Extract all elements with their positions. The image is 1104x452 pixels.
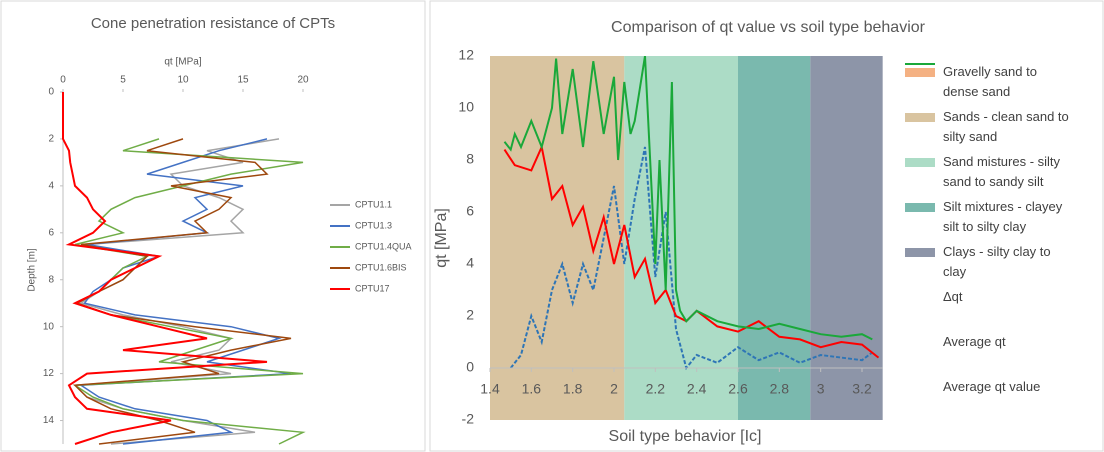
y-tick-label: 6 (48, 227, 54, 238)
legend-item: Sand mistures - silty sand to sandy silt (905, 152, 1075, 197)
x-tick-label: 2.8 (770, 381, 790, 397)
y-tick-label: 6 (466, 203, 474, 219)
series-line (73, 138, 292, 445)
legend-swatch (905, 63, 935, 307)
legend-swatch (905, 62, 935, 82)
legend-item: Δqt (905, 63, 1075, 332)
y-tick-label: 0 (48, 87, 54, 98)
y-axis-label: qt [MPa] (433, 208, 450, 268)
chart-title: Comparison of qt value vs soil type beha… (611, 19, 926, 36)
x-tick-label: 2.2 (646, 381, 666, 397)
legend-swatch (905, 107, 935, 127)
y-axis-label: Depth [m] (27, 248, 38, 292)
x-tick-label: 2.6 (728, 381, 748, 397)
y-tick-label: 12 (458, 47, 474, 63)
x-tick-label: 10 (177, 75, 189, 86)
legend-label: Clays - silty clay to clay (943, 244, 1051, 279)
legend-label: Sand mistures - silty sand to sandy silt (943, 154, 1061, 189)
legend-label: Δqt (943, 289, 963, 304)
legend-swatch (905, 63, 935, 352)
soil-band (624, 56, 738, 420)
series-line (503, 56, 873, 341)
legend-item: Sands - clean sand to silty sand (905, 107, 1075, 152)
legend: Gravelly sand to dense sand Sands - clean… (905, 62, 1075, 422)
legend-swatch (905, 242, 935, 262)
y-tick-label: 12 (43, 368, 55, 379)
y-tick-label: 4 (48, 181, 54, 192)
legend-label: Sands - clean sand to silty sand (943, 109, 1069, 144)
legend-label: Silt mixtures - clayey silt to silty cla… (943, 199, 1063, 234)
legend-item: Gravelly sand to dense sand (905, 62, 1075, 107)
soil-band (738, 56, 811, 420)
y-tick-label: 2 (466, 307, 474, 323)
plot (490, 56, 883, 420)
y-tick-label: 8 (48, 274, 54, 285)
x-tick-label: 1.8 (563, 381, 583, 397)
legend-item: Average qt value (905, 63, 1075, 422)
legend-item: Silt mixtures - clayey silt to silty cla… (905, 197, 1075, 242)
legend-label: CPTU1.6BIS (355, 262, 407, 272)
x-tick-label: 5 (120, 75, 126, 86)
x-tick-label: 20 (297, 75, 309, 86)
series-line (72, 138, 306, 445)
x-tick-label: 1.4 (480, 381, 500, 397)
x-tick-label: 2 (610, 381, 618, 397)
series-line (62, 92, 268, 445)
y-tick-label: 2 (48, 134, 54, 145)
x-tick-label: 3 (817, 381, 825, 397)
legend-item: Clays - silty clay to clay (905, 242, 1075, 287)
x-tick-label: 0 (60, 75, 66, 86)
legend-item: Average qt (905, 63, 1075, 377)
y-tick-label: 10 (43, 321, 55, 332)
x-tick-label: 1.6 (522, 381, 542, 397)
legend-swatch (905, 152, 935, 172)
soil-band (490, 56, 625, 420)
soil-band (810, 56, 883, 420)
series-line (503, 143, 880, 359)
legend-label: CPTU1.1 (355, 199, 392, 209)
legend-swatch (905, 197, 935, 217)
y-tick-label: 0 (466, 359, 474, 375)
y-tick-label: 10 (458, 99, 474, 115)
series-line (78, 138, 292, 445)
legend-swatch (905, 63, 935, 397)
x-axis-label: Soil type behavior [Ic] (609, 428, 762, 445)
legend-label: CPTU1.4QUA (355, 241, 412, 251)
x-tick-label: 15 (237, 75, 249, 86)
y-tick-label: 8 (466, 151, 474, 167)
x-axis-label: qt [MPa] (164, 57, 201, 68)
series-line (509, 146, 873, 371)
legend-label: Average qt (943, 334, 1006, 349)
x-tick-label: 2.4 (687, 381, 707, 397)
chart-title: Cone penetration resistance of CPTs (91, 15, 335, 32)
y-tick-label: 14 (43, 415, 55, 426)
legend-label: CPTU17 (355, 283, 390, 293)
legend-label: Gravelly sand to dense sand (943, 64, 1037, 99)
left-panel (0, 0, 426, 452)
legend-label: Average qt value (943, 379, 1041, 394)
y-tick-label: 4 (466, 255, 474, 271)
right-panel (429, 0, 1104, 452)
x-tick-label: 3.2 (852, 381, 872, 397)
legend-label: CPTU1.3 (355, 220, 392, 230)
y-tick-label: -2 (462, 411, 475, 427)
